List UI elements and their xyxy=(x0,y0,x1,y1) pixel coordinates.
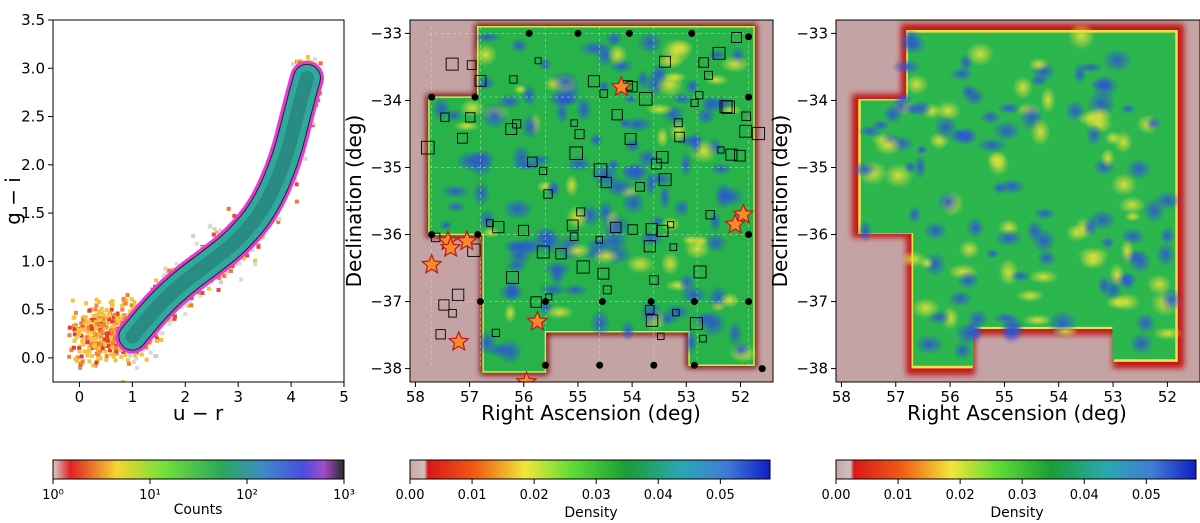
star-marker xyxy=(447,330,470,352)
x-tick-label: 4 xyxy=(286,388,296,406)
x-tick-label: 0 xyxy=(75,388,85,406)
y-tick-label: −34 xyxy=(796,91,828,109)
x-axis-ticks: 58 57 56 55 54 53 52 xyxy=(406,382,750,406)
x-tick-label: 53 xyxy=(677,388,696,406)
density-map-panel: 58 57 56 55 54 53 52 −33 −34 −35 −36 −37 −38 Right … xyxy=(768,19,1200,425)
x-tick-label: 55 xyxy=(568,388,587,406)
ridge-inner-contour xyxy=(125,70,314,344)
x-tick-label: 56 xyxy=(514,388,533,406)
colorbar-label: Density xyxy=(990,505,1043,521)
x-tick-label: 57 xyxy=(886,388,905,406)
counts-colorbar: 10⁰ 10¹ 10² 10³ Counts xyxy=(42,459,355,518)
y-tick-label: −37 xyxy=(370,293,402,311)
colorbar-tick-label: 0.01 xyxy=(884,488,913,503)
y-tick-label: 0.0 xyxy=(21,349,45,367)
star-marker xyxy=(420,253,443,275)
colorbar-tick-label: 0.05 xyxy=(1132,488,1161,503)
axes-frame xyxy=(409,19,774,383)
star-marker xyxy=(732,202,755,224)
colorbar-tick-label: 10⁰ xyxy=(42,488,64,503)
x-tick-label: 52 xyxy=(1158,388,1177,406)
star-markers xyxy=(420,75,755,382)
tile-centers xyxy=(428,29,766,373)
x-tick-label: 5 xyxy=(339,388,349,406)
y-tick-label: 0.5 xyxy=(21,301,45,319)
colorbar-tick-label: 0.04 xyxy=(1070,488,1099,503)
y-tick-label: −36 xyxy=(370,226,402,244)
density-colorbar: 0.00 0.01 0.02 0.03 0.04 0.05 Density xyxy=(822,459,1197,521)
x-tick-label: 55 xyxy=(995,388,1014,406)
y-axis-label: Declination (deg) xyxy=(768,115,792,288)
y-tick-label: −37 xyxy=(796,293,828,311)
x-tick-label: 52 xyxy=(731,388,750,406)
colorbar-label: Counts xyxy=(174,502,223,518)
y-tick-label: 1.0 xyxy=(21,252,45,270)
density-blobs xyxy=(851,22,1184,361)
y-tick-label: 2.0 xyxy=(21,156,45,174)
x-tick-label: 1 xyxy=(128,388,138,406)
colorbar-tick-label: 0.00 xyxy=(396,488,425,503)
colorbar-tick-label: 0.02 xyxy=(946,488,975,503)
x-tick-label: 53 xyxy=(1104,388,1123,406)
colorbar-tick-label: 0.03 xyxy=(1008,488,1037,503)
y-axis-ticks: 0.0 0.5 1.0 1.5 2.0 2.5 3.0 3.5 xyxy=(21,11,53,367)
x-tick-label: 54 xyxy=(1049,388,1068,406)
y-tick-label: −35 xyxy=(370,158,402,176)
colorbar-tick-label: 0.04 xyxy=(644,488,673,503)
y-tick-label: 1.5 xyxy=(21,204,45,222)
axes-frame xyxy=(52,19,345,383)
colorbar-label: Density xyxy=(564,505,617,521)
density-colorbar: 0.00 0.01 0.02 0.03 0.04 0.05 Density xyxy=(396,459,771,521)
x-tick-label: 56 xyxy=(941,388,960,406)
x-tick-label: 2 xyxy=(180,388,190,406)
colorbar-tick-label: 0.00 xyxy=(822,488,851,503)
y-tick-label: 3.0 xyxy=(21,59,45,77)
colorbar-tick-label: 0.03 xyxy=(582,488,611,503)
star-marker xyxy=(724,212,747,234)
colorbar-tick-label: 0.05 xyxy=(706,488,735,503)
x-axis-ticks: 0 1 2 3 4 5 xyxy=(75,382,349,406)
star-marker xyxy=(455,229,478,251)
y-tick-label: −33 xyxy=(796,24,828,42)
y-tick-label: −38 xyxy=(370,360,402,378)
density-contour-panel: 58 57 56 55 54 53 52 −33 −34 −35 −36 −37 −38 Right … xyxy=(342,19,774,425)
y-tick-label: −34 xyxy=(370,91,402,109)
y-tick-label: −36 xyxy=(796,226,828,244)
x-tick-label: 54 xyxy=(623,388,642,406)
color-color-panel: 0 1 2 3 4 5 0.0 0.5 1.0 1.5 2.0 2.5 3.0 3.5 u − r g … xyxy=(1,11,349,425)
colorbar-tick-label: 0.01 xyxy=(458,488,487,503)
y-axis-label: g − i xyxy=(1,177,25,225)
x-axis-ticks: 58 57 56 55 54 53 52 xyxy=(832,382,1177,406)
colorbar-tick-label: 0.02 xyxy=(520,488,549,503)
y-tick-label: −35 xyxy=(796,158,828,176)
colorbar-tick-label: 10¹ xyxy=(139,488,161,503)
x-tick-label: 58 xyxy=(832,388,851,406)
x-tick-label: 57 xyxy=(460,388,479,406)
density-blobs xyxy=(431,30,758,365)
star-marker xyxy=(439,236,462,258)
cluster-markers xyxy=(420,32,766,343)
x-axis-label: Right Ascension (deg) xyxy=(907,401,1127,425)
x-axis-label: Right Ascension (deg) xyxy=(481,401,701,425)
y-tick-label: −33 xyxy=(370,24,402,42)
y-tick-label: 2.5 xyxy=(21,108,45,126)
y-tick-label: 3.5 xyxy=(21,11,45,29)
star-marker xyxy=(515,370,538,382)
colorbar-tick-label: 10³ xyxy=(333,488,355,503)
colorbar-tick-label: 10² xyxy=(236,488,258,503)
star-marker xyxy=(610,75,633,97)
axes-frame xyxy=(835,19,1200,383)
y-axis-label: Declination (deg) xyxy=(342,115,366,288)
star-marker xyxy=(526,310,549,332)
x-tick-label: 3 xyxy=(233,388,243,406)
y-axis-ticks: −33 −34 −35 −36 −37 −38 xyxy=(796,24,836,378)
tile-grid xyxy=(428,26,755,369)
x-tick-label: 58 xyxy=(406,388,425,406)
x-axis-label: u − r xyxy=(173,401,224,425)
y-axis-ticks: −33 −34 −35 −36 −37 −38 xyxy=(370,24,410,378)
y-tick-label: −38 xyxy=(796,360,828,378)
